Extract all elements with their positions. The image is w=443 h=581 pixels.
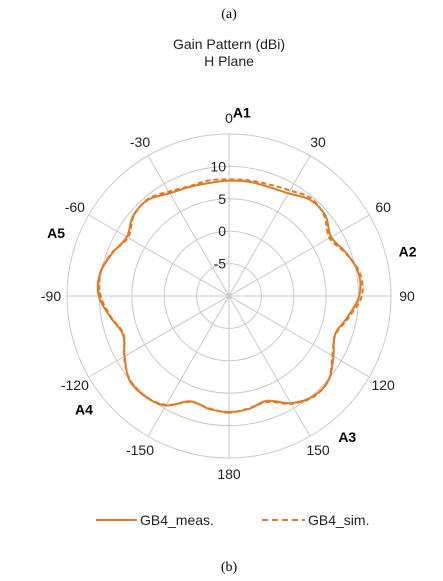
angle-tick-label: 30 (310, 134, 326, 150)
angle-tick-label: 60 (375, 199, 391, 215)
polar-grid (66, 133, 392, 459)
panel-label-top: (a) (221, 7, 237, 22)
radial-tick-label: -5 (214, 256, 227, 272)
radial-tick-label: 10 (210, 158, 226, 174)
grid-spoke (147, 155, 311, 437)
chart-subtitle: H Plane (204, 53, 254, 69)
legend-label-meas: GB4_meas. (140, 512, 214, 528)
angle-tick-label: 180 (217, 466, 241, 482)
angle-tick-label: 150 (306, 442, 330, 458)
panel-label-bottom: (b) (221, 560, 238, 575)
angle-tick-label: -30 (130, 134, 150, 150)
series-line-sim (98, 178, 364, 414)
antenna-label: A4 (75, 401, 93, 417)
angle-tick-label: -150 (126, 442, 154, 458)
legend: GB4_meas. GB4_sim. (96, 512, 369, 528)
angle-tick-label: -120 (61, 377, 89, 393)
series-line-meas (96, 179, 362, 413)
angle-tick-label: 120 (371, 377, 395, 393)
antenna-label: A5 (47, 225, 65, 241)
legend-label-sim: GB4_sim. (308, 512, 369, 528)
antenna-label: A3 (338, 429, 356, 445)
radial-tick-label: 0 (218, 223, 226, 239)
angle-tick-label: 90 (399, 288, 415, 304)
antenna-label: A1 (233, 104, 251, 120)
series-layer (96, 178, 364, 414)
angle-tick-label: -90 (41, 288, 61, 304)
radial-tick-label: 5 (218, 191, 226, 207)
radial-tick-labels: -5 0 5 10 (210, 158, 226, 271)
angle-tick-label: 0 (225, 110, 233, 126)
antenna-labels: A1 A2 A3 A4 A5 (47, 104, 417, 445)
angle-tick-label: -60 (65, 199, 85, 215)
chart-title: Gain Pattern (dBi) (173, 36, 285, 52)
antenna-label: A2 (399, 243, 417, 259)
angle-tick-labels: 0 30 60 90 120 150 180 -150 -120 -90 -60 -30 (41, 110, 415, 482)
